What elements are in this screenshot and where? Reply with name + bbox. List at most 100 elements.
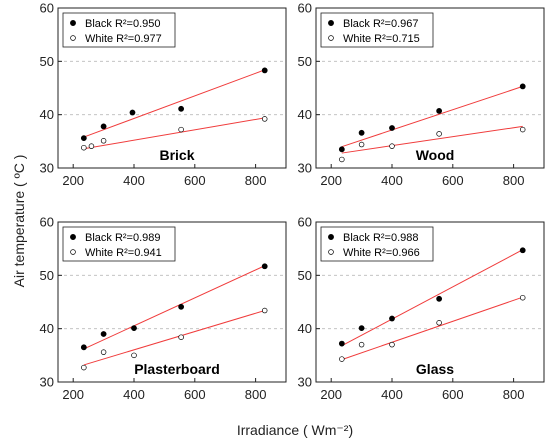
data-point-black <box>129 109 136 116</box>
fit-line <box>83 265 265 350</box>
data-point-black <box>338 146 345 153</box>
legend-marker-black <box>70 20 76 26</box>
x-tick-label: 600 <box>184 387 206 402</box>
fit-line <box>83 117 265 150</box>
data-point-white <box>519 294 526 301</box>
data-point-black <box>131 325 137 332</box>
y-tick-label: 40 <box>40 107 54 122</box>
fit-line <box>341 296 523 361</box>
x-axis-label: Irradiance ( Wm⁻²) <box>237 422 353 438</box>
data-point-white <box>178 126 184 133</box>
legend-entry: White R²=0.977 <box>85 33 162 45</box>
data-point-white <box>389 341 395 348</box>
data-point-white <box>339 156 345 163</box>
data-point-white <box>131 352 137 359</box>
panel-title: Brick <box>159 147 194 163</box>
legend-marker-white <box>70 249 76 255</box>
data-point-white <box>358 341 365 348</box>
data-point-black <box>358 129 365 136</box>
legend-marker-black <box>328 234 334 240</box>
legend-entry: White R²=0.715 <box>343 33 420 45</box>
legend-marker-black <box>328 20 334 26</box>
legend-marker-white <box>328 35 334 41</box>
data-point-black <box>100 331 107 337</box>
data-point-white <box>358 141 365 148</box>
fit-line <box>83 69 265 138</box>
panel-glass: 30 40 50 60 200 400 600 800 Black R²=0.988 White … <box>298 215 545 402</box>
x-tick-label: 800 <box>503 173 525 188</box>
plot-frame <box>315 221 545 383</box>
legend-entry: Black R²=0.950 <box>85 18 161 30</box>
legend-entry: Black R²=0.989 <box>85 232 161 244</box>
data-point-white <box>100 349 107 355</box>
legend-marker-white <box>70 35 76 41</box>
y-tick-label: 40 <box>298 321 312 336</box>
data-point-black <box>338 340 345 347</box>
panel-wood: 30 40 50 60 200 400 600 800 Black R²=0.967 White … <box>298 1 545 188</box>
y-tick-label: 30 <box>40 375 54 390</box>
data-point-black <box>261 67 268 74</box>
x-tick-label: 200 <box>320 387 342 402</box>
x-tick-label: 400 <box>381 387 403 402</box>
x-tick-label: 600 <box>442 387 464 402</box>
x-tick-label: 400 <box>123 387 145 402</box>
legend-box <box>62 226 176 262</box>
plot-frame <box>315 7 545 169</box>
data-point-white <box>81 364 87 371</box>
data-point-black <box>261 263 268 270</box>
data-point-white <box>261 307 268 314</box>
data-point-black <box>178 303 185 310</box>
legend-box <box>320 12 434 48</box>
y-tick-label: 60 <box>298 215 312 230</box>
x-tick-label: 600 <box>442 173 464 188</box>
data-point-white <box>81 144 87 151</box>
panel-brick: 30 40 50 60 200 400 600 800 Black R²=0.950 White … <box>40 1 287 188</box>
x-tick-label: 400 <box>381 173 403 188</box>
legend-box <box>320 226 434 262</box>
panel-title: Wood <box>416 147 455 163</box>
y-tick-label: 50 <box>40 268 54 283</box>
legend-entry: Black R²=0.967 <box>343 18 419 30</box>
plot-frame <box>57 221 287 383</box>
data-point-black <box>519 247 526 254</box>
y-tick-label: 60 <box>40 1 54 16</box>
x-tick-label: 800 <box>245 173 267 188</box>
y-tick-label: 60 <box>298 1 312 16</box>
x-tick-label: 600 <box>184 173 206 188</box>
y-tick-label: 50 <box>298 268 312 283</box>
fit-line <box>83 310 265 366</box>
panel-title: Glass <box>416 361 454 377</box>
data-point-black <box>389 315 395 322</box>
data-point-white <box>436 320 442 326</box>
data-point-white <box>100 138 107 144</box>
data-point-black <box>80 135 87 142</box>
data-point-black <box>358 325 365 332</box>
data-point-black <box>519 83 526 90</box>
legend-entry: Black R²=0.988 <box>343 232 419 244</box>
x-tick-label: 200 <box>62 173 84 188</box>
data-point-white <box>178 334 184 340</box>
legend-entry: White R²=0.941 <box>85 247 162 259</box>
y-axis-label: Air temperature ( ºC ) <box>11 155 27 288</box>
x-tick-label: 200 <box>320 173 342 188</box>
plot-frame <box>57 7 287 169</box>
y-tick-label: 40 <box>298 107 312 122</box>
x-tick-label: 800 <box>245 387 267 402</box>
legend-box <box>62 12 176 48</box>
y-tick-label: 30 <box>298 375 312 390</box>
legend-marker-black <box>70 234 76 240</box>
y-tick-label: 40 <box>40 321 54 336</box>
data-point-black <box>178 105 185 112</box>
data-point-black <box>436 295 443 302</box>
data-point-white <box>436 131 442 137</box>
fit-line <box>341 85 523 148</box>
legend-marker-white <box>328 249 334 255</box>
data-point-white <box>389 143 395 149</box>
y-tick-label: 30 <box>40 161 54 176</box>
data-point-black <box>100 123 107 130</box>
x-tick-label: 800 <box>503 387 525 402</box>
y-tick-label: 60 <box>40 215 54 230</box>
data-point-white <box>339 356 345 362</box>
data-point-black <box>80 344 87 351</box>
data-point-black <box>389 125 395 131</box>
